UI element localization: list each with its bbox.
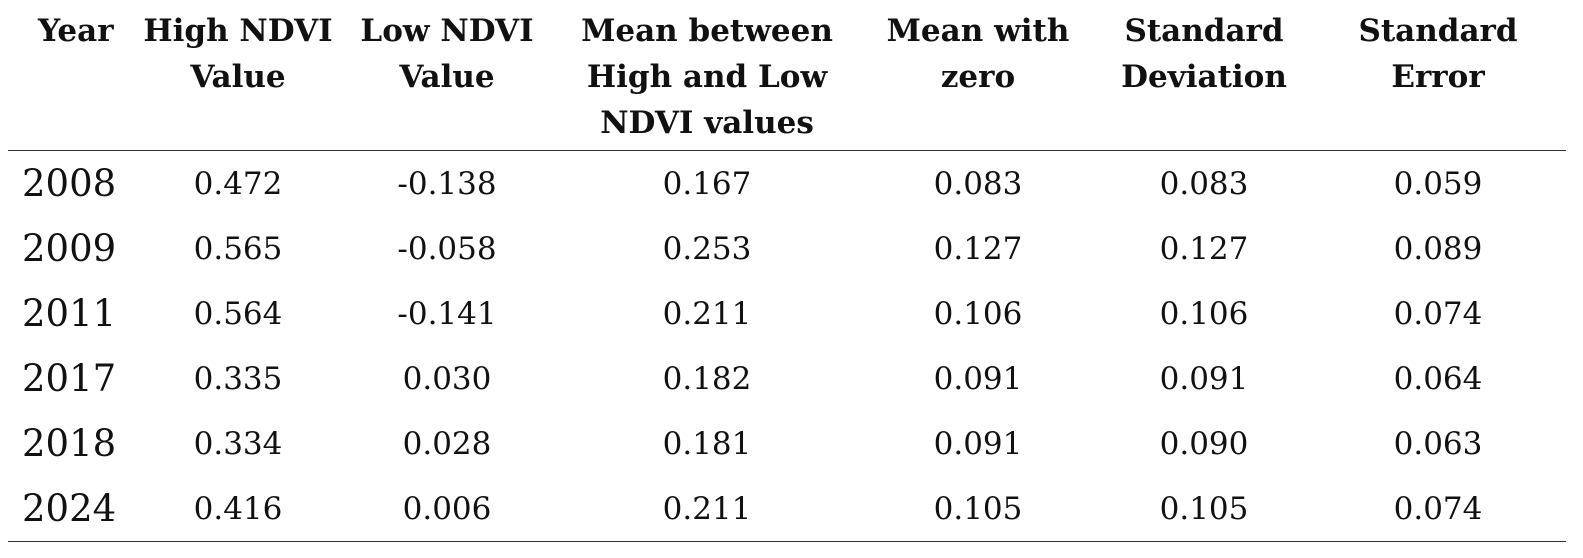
high-ndvi-cell: 0.564 xyxy=(193,295,283,332)
mean-high-low-cell: 0.253 xyxy=(662,230,752,267)
table-body: 2008 0.472 -0.138 0.167 0.083 0.083 0.05… xyxy=(8,151,1566,542)
standard-deviation-cell: 0.090 xyxy=(1159,425,1249,462)
standard-deviation-cell: 0.127 xyxy=(1159,230,1249,267)
year-cell: 2008 xyxy=(22,162,117,205)
year-cell: 2018 xyxy=(22,422,117,465)
mean-with-zero-cell: 0.106 xyxy=(933,295,1023,332)
mean-with-zero-cell: 0.091 xyxy=(933,425,1023,462)
mean-with-zero-cell: 0.127 xyxy=(933,230,1023,267)
standard-error-cell: 0.074 xyxy=(1393,295,1483,332)
standard-error-cell: 0.064 xyxy=(1393,360,1483,397)
table-row: 2008 0.472 -0.138 0.167 0.083 0.083 0.05… xyxy=(8,151,1566,217)
table-header: Year High NDVI Value Low NDVI Value Mean… xyxy=(8,6,1566,151)
standard-error-cell: 0.074 xyxy=(1310,476,1566,542)
high-ndvi-cell: 0.335 xyxy=(193,360,283,397)
header-mean-with-zero: Mean with zero xyxy=(858,6,1098,151)
standard-error-cell: 0.063 xyxy=(1393,425,1483,462)
header-low-ndvi: Low NDVI Value xyxy=(338,6,556,151)
ndvi-statistics-table: Year High NDVI Value Low NDVI Value Mean… xyxy=(8,6,1566,542)
high-ndvi-cell: 0.472 xyxy=(193,165,283,202)
header-standard-deviation: Standard Deviation xyxy=(1098,6,1310,151)
standard-error-cell: 0.089 xyxy=(1393,230,1483,267)
mean-high-low-cell: 0.211 xyxy=(556,476,858,542)
high-ndvi-cell: 0.334 xyxy=(193,425,283,462)
header-row: Year High NDVI Value Low NDVI Value Mean… xyxy=(8,6,1566,151)
mean-high-low-cell: 0.211 xyxy=(662,295,752,332)
mean-with-zero-cell: 0.083 xyxy=(933,165,1023,202)
standard-deviation-cell: 0.105 xyxy=(1098,476,1310,542)
standard-deviation-cell: 0.106 xyxy=(1159,295,1249,332)
low-ndvi-cell: -0.138 xyxy=(397,165,497,202)
low-ndvi-cell: 0.006 xyxy=(338,476,556,542)
table-row: 2024 0.416 0.006 0.211 0.105 0.105 0.074 xyxy=(8,476,1566,542)
header-high-ndvi: High NDVI Value xyxy=(138,6,338,151)
year-cell: 2017 xyxy=(22,357,117,400)
standard-deviation-cell: 0.083 xyxy=(1159,165,1249,202)
standard-error-cell: 0.059 xyxy=(1393,165,1483,202)
year-cell: 2024 xyxy=(8,476,138,542)
year-cell: 2011 xyxy=(22,292,117,335)
mean-high-low-cell: 0.181 xyxy=(662,425,752,462)
high-ndvi-cell: 0.416 xyxy=(138,476,338,542)
table-row: 2018 0.334 0.028 0.181 0.091 0.090 0.063 xyxy=(8,411,1566,476)
table-row: 2009 0.565 -0.058 0.253 0.127 0.127 0.08… xyxy=(8,216,1566,281)
standard-deviation-cell: 0.091 xyxy=(1159,360,1249,397)
mean-high-low-cell: 0.182 xyxy=(662,360,752,397)
low-ndvi-cell: -0.058 xyxy=(397,230,497,267)
low-ndvi-cell: 0.030 xyxy=(402,360,492,397)
mean-with-zero-cell: 0.105 xyxy=(858,476,1098,542)
low-ndvi-cell: 0.028 xyxy=(402,425,492,462)
header-mean-high-low: Mean between High and Low NDVI values xyxy=(556,6,858,151)
mean-with-zero-cell: 0.091 xyxy=(933,360,1023,397)
table-row: 2011 0.564 -0.141 0.211 0.106 0.106 0.07… xyxy=(8,281,1566,346)
table-row: 2017 0.335 0.030 0.182 0.091 0.091 0.064 xyxy=(8,346,1566,411)
high-ndvi-cell: 0.565 xyxy=(193,230,283,267)
header-year: Year xyxy=(8,6,138,151)
low-ndvi-cell: -0.141 xyxy=(397,295,497,332)
year-cell: 2009 xyxy=(22,227,117,270)
ndvi-statistics-table-container: Year High NDVI Value Low NDVI Value Mean… xyxy=(8,6,1566,542)
mean-high-low-cell: 0.167 xyxy=(662,165,752,202)
header-standard-error: Standard Error xyxy=(1310,6,1566,151)
